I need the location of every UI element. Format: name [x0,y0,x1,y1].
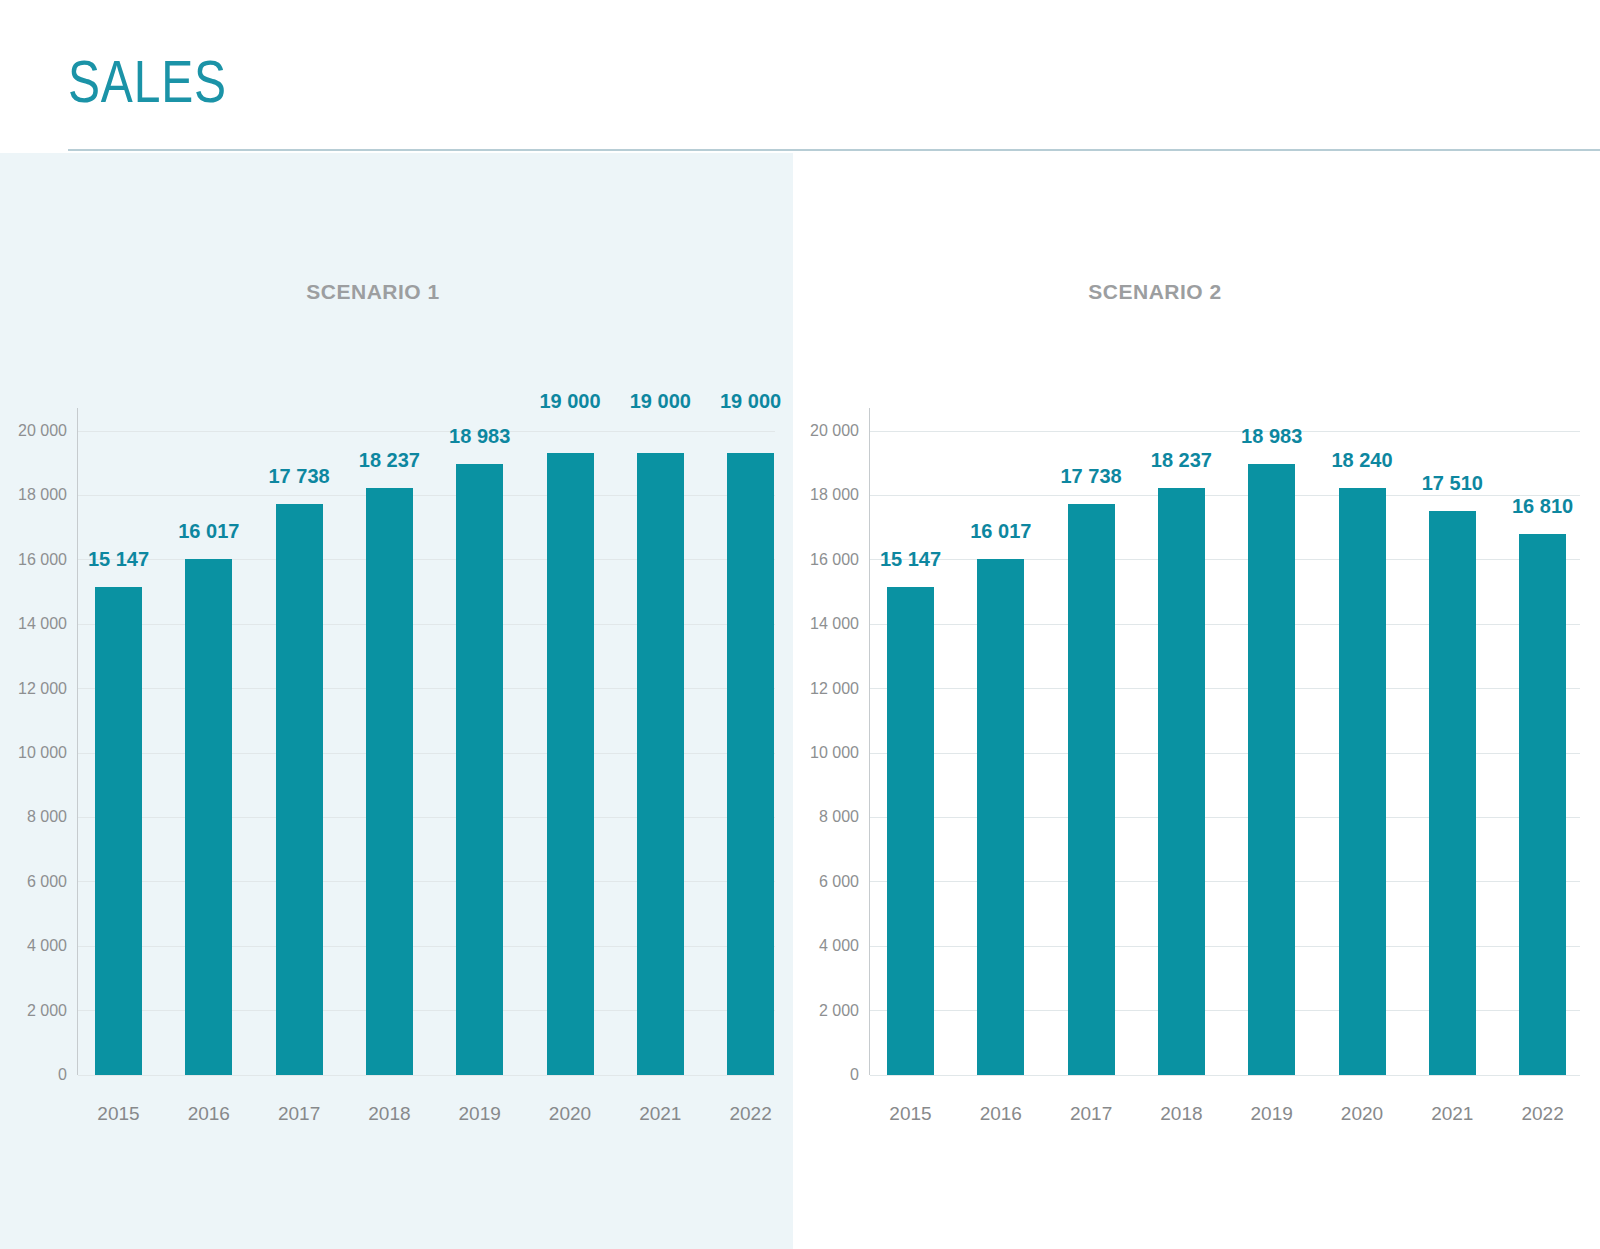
bar-value-label: 17 510 [1387,473,1517,493]
bar-value-label: 18 983 [415,426,545,446]
y-axis-tick-label: 14 000 [0,615,67,633]
bar-value-label: 15 147 [846,549,976,569]
bar-2020 [1339,488,1386,1075]
bar-2021 [637,453,684,1075]
y-axis-tick-label: 2 000 [0,1002,67,1020]
chart-title: SCENARIO 1 [223,280,523,304]
bar-value-label: 18 240 [1297,450,1427,470]
chart-title: SCENARIO 2 [1005,280,1305,304]
bar-value-label: 15 147 [54,549,184,569]
bar-2017 [276,504,323,1075]
title-divider-line [68,149,1600,151]
bar-2015 [95,587,142,1075]
bar-2019 [1248,464,1295,1075]
y-axis-tick-label: 10 000 [0,744,67,762]
bar-2016 [185,559,232,1075]
y-axis-tick-label: 10 000 [749,744,859,762]
bar-2022 [1519,534,1566,1075]
bar-2015 [887,587,934,1075]
bar-2019 [456,464,503,1075]
bar-2016 [977,559,1024,1075]
y-axis-tick-label: 18 000 [749,486,859,504]
y-axis-tick-label: 16 000 [749,551,859,569]
y-axis-tick-label: 8 000 [749,808,859,826]
bar-value-label: 19 000 [686,391,816,411]
bar-2018 [366,488,413,1075]
y-gridline [870,495,1580,496]
y-axis-tick-label: 8 000 [0,808,67,826]
y-axis-tick-label: 20 000 [749,422,859,440]
bar-value-label: 18 983 [1207,426,1337,446]
bar-2017 [1068,504,1115,1075]
bar-2022 [727,453,774,1075]
bar-value-label: 18 237 [324,450,454,470]
y-axis-tick-label: 6 000 [0,873,67,891]
y-axis-line [77,408,78,1075]
page-title: SALES [68,47,227,116]
x-axis-category-label: 2022 [1478,1104,1600,1124]
y-axis-tick-label: 12 000 [749,680,859,698]
y-axis-tick-label: 0 [749,1066,859,1084]
y-axis-tick-label: 18 000 [0,486,67,504]
y-axis-line [869,408,870,1075]
bar-2018 [1158,488,1205,1075]
bar-value-label: 16 810 [1478,496,1600,516]
y-axis-tick-label: 0 [0,1066,67,1084]
bar-value-label: 16 017 [144,521,274,541]
bar-2021 [1429,511,1476,1075]
y-axis-tick-label: 2 000 [749,1002,859,1020]
x-axis-category-label: 2022 [686,1104,816,1124]
y-axis-tick-label: 20 000 [0,422,67,440]
y-axis-tick-label: 6 000 [749,873,859,891]
y-axis-tick-label: 14 000 [749,615,859,633]
y-axis-tick-label: 12 000 [0,680,67,698]
y-axis-tick-label: 4 000 [749,937,859,955]
bar-value-label: 16 017 [936,521,1066,541]
bar-value-label: 18 237 [1116,450,1246,470]
y-axis-tick-label: 4 000 [0,937,67,955]
bar-2020 [547,453,594,1075]
